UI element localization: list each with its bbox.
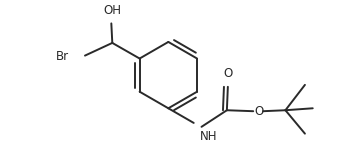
Text: OH: OH	[103, 4, 121, 17]
Text: O: O	[254, 105, 264, 118]
Text: O: O	[223, 67, 233, 80]
Text: Br: Br	[56, 50, 70, 63]
Text: NH: NH	[199, 130, 217, 143]
